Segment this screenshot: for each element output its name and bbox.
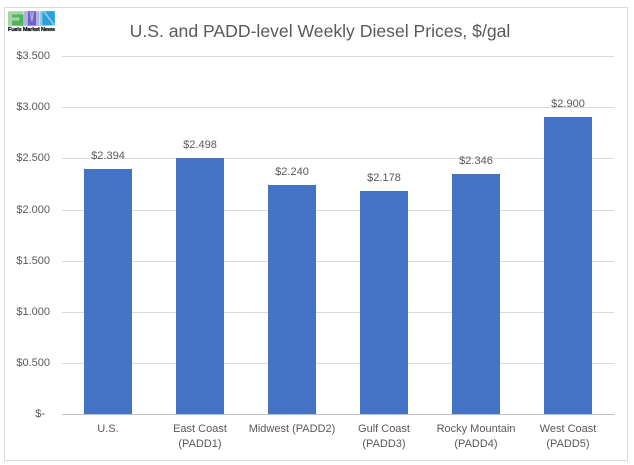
svg-text:Fuels Market News: Fuels Market News xyxy=(8,27,55,32)
